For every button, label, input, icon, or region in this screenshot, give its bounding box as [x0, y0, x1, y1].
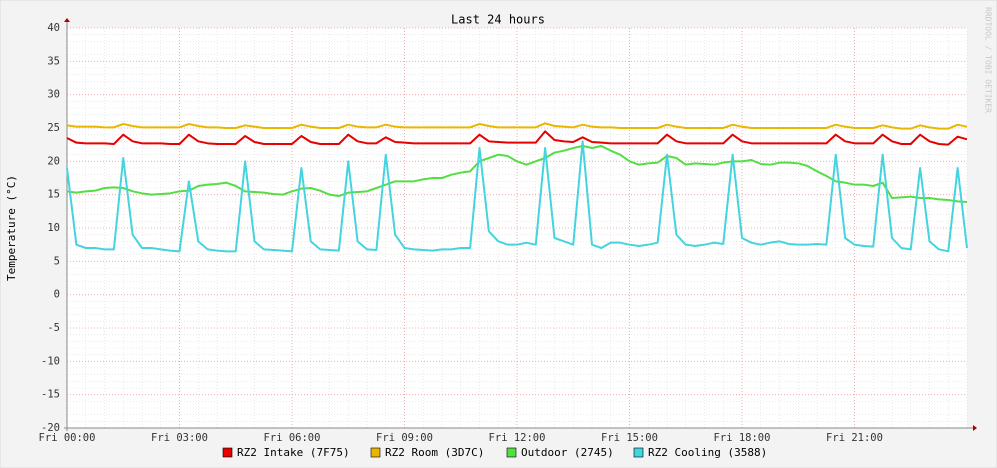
series-line: [66, 130, 968, 146]
y-tick-label: 40: [47, 22, 60, 34]
y-tick-label: -20: [41, 422, 60, 434]
axis-arrow: [64, 18, 70, 22]
axis-arrow: [973, 425, 977, 431]
x-tick-label: Fri 15:00: [601, 432, 658, 444]
y-tick-label: 25: [47, 122, 60, 134]
y-tick-label: -10: [41, 355, 60, 367]
legend-swatch: [222, 447, 233, 458]
x-tick-label: Fri 18:00: [714, 432, 771, 444]
y-tick-label: 0: [54, 289, 60, 301]
watermark: RRDTOOL / TOBI OETIKER: [984, 7, 993, 113]
legend-label: RZ2 Cooling (3588): [648, 446, 767, 459]
x-tick-label: Fri 03:00: [151, 432, 208, 444]
series-line: [66, 145, 968, 203]
x-tick-label: Fri 21:00: [826, 432, 883, 444]
legend-label: RZ2 Room (3D7C): [385, 446, 484, 459]
y-tick-label: 5: [54, 255, 60, 267]
series-line: [66, 122, 968, 130]
x-tick-label: Fri 09:00: [376, 432, 433, 444]
y-tick-label: 15: [47, 189, 60, 201]
chart-title: Last 24 hours: [451, 13, 545, 27]
legend-label: Outdoor (2745): [521, 446, 614, 459]
y-tick-label: 20: [47, 155, 60, 167]
x-tick-label: Fri 06:00: [264, 432, 321, 444]
y-tick-label: -15: [41, 389, 60, 401]
x-tick-label: Fri 12:00: [489, 432, 546, 444]
series-line: [66, 140, 968, 253]
legend-swatch: [633, 447, 644, 458]
y-tick-label: 10: [47, 222, 60, 234]
legend-label: RZ2 Intake (7F75): [237, 446, 350, 459]
legend-swatch: [506, 447, 517, 458]
legend-swatch: [370, 447, 381, 458]
y-tick-label: -5: [47, 322, 60, 334]
y-tick-label: 35: [47, 55, 60, 67]
x-tick-label: Fri 00:00: [39, 432, 96, 444]
y-axis-label: Temperature (°C): [5, 175, 18, 281]
y-tick-label: 30: [47, 89, 60, 101]
